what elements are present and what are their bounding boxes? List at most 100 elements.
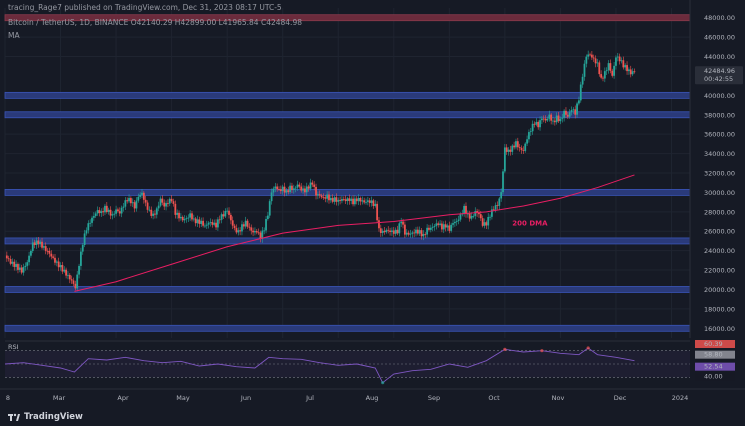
candle-body xyxy=(115,209,117,214)
candle-body xyxy=(181,216,184,221)
candle-body xyxy=(68,274,71,280)
candle-body xyxy=(413,232,416,234)
rsi-value-tag xyxy=(695,362,735,371)
candle-body xyxy=(605,70,608,72)
candle-body xyxy=(329,198,332,201)
candle-body xyxy=(528,132,530,140)
candle-body xyxy=(342,199,345,200)
candle-body xyxy=(44,246,47,251)
candle-body xyxy=(361,200,364,202)
candle-body xyxy=(137,196,140,201)
candle-body xyxy=(359,198,362,202)
candle-body xyxy=(622,60,625,68)
candle-body xyxy=(433,225,436,227)
candle-body xyxy=(200,220,203,224)
candle-body xyxy=(553,120,556,123)
candle-body xyxy=(466,213,469,215)
tradingview-logo[interactable]: TradingView xyxy=(8,412,83,422)
candle-body xyxy=(7,258,10,260)
candle-body xyxy=(355,198,358,202)
candle-body xyxy=(631,71,634,75)
candle-body xyxy=(602,77,604,79)
candle-body xyxy=(416,229,419,234)
candle-body xyxy=(415,229,417,234)
rsi-value-tag xyxy=(695,372,735,381)
candle-body xyxy=(61,265,64,272)
candle-body xyxy=(581,76,584,85)
price-axis[interactable]: 48000.00 46000.00 44000.00 40000.00 38000.00… xyxy=(689,0,745,426)
candle-body xyxy=(357,198,360,202)
candle-body xyxy=(600,74,603,78)
candle-body xyxy=(272,188,275,193)
candle-body xyxy=(561,117,564,119)
candle-body xyxy=(437,223,440,225)
candle-body xyxy=(502,171,504,193)
time-axis[interactable]: 8 Mar Apr May Jun Jul Aug Sep Oct Nov Dec 2024 xyxy=(0,388,745,402)
candle-body xyxy=(83,233,86,245)
candle-body xyxy=(176,212,179,215)
candle-body xyxy=(385,229,388,233)
candle-body xyxy=(139,194,142,197)
candle-body xyxy=(170,198,173,202)
candle-body xyxy=(603,71,606,79)
price-tick-label: 28000.00 xyxy=(704,208,735,216)
candle-body xyxy=(224,210,227,217)
time-tick-label: Mar xyxy=(53,394,66,402)
candle-body xyxy=(579,84,582,101)
candle-body xyxy=(155,208,158,215)
candle-body xyxy=(542,118,545,120)
candle-body xyxy=(491,209,493,217)
candle-body xyxy=(309,182,312,189)
candle-body xyxy=(459,214,462,220)
candle-body xyxy=(498,198,501,206)
candle-body xyxy=(192,218,195,220)
candle-body xyxy=(411,232,414,234)
candle-body xyxy=(107,209,110,213)
indicator-legend[interactable]: MA xyxy=(8,31,20,40)
candle-body xyxy=(522,150,525,151)
current-price-tag xyxy=(695,66,743,85)
candle-body xyxy=(428,227,430,230)
candle-body xyxy=(515,141,517,148)
candle-body xyxy=(120,207,123,214)
candle-body xyxy=(479,214,482,219)
candle-body xyxy=(30,250,32,256)
candle-body xyxy=(117,209,119,212)
candle-body xyxy=(92,216,95,218)
candle-body xyxy=(557,115,560,122)
candle-body xyxy=(518,147,521,148)
candle-body xyxy=(300,186,303,191)
candle-body xyxy=(126,200,129,202)
candle-body xyxy=(22,266,25,273)
candle-body xyxy=(318,194,321,196)
candle-body xyxy=(48,250,51,254)
candle-body xyxy=(254,231,256,233)
candle-body xyxy=(205,224,208,226)
candle-body xyxy=(80,251,82,266)
candle-body xyxy=(204,225,206,227)
candle-body xyxy=(442,224,445,230)
candle-body xyxy=(341,199,343,201)
candle-body xyxy=(376,203,379,221)
candle-body xyxy=(74,283,77,289)
price-tick-label: 44000.00 xyxy=(704,53,735,61)
candle-body xyxy=(352,198,354,205)
candle-body xyxy=(81,244,84,252)
candle-body xyxy=(122,206,125,208)
candle-body xyxy=(168,198,171,204)
candle-body xyxy=(231,220,234,226)
candle-body xyxy=(198,219,201,224)
candle-body xyxy=(546,118,549,121)
candle-body xyxy=(248,226,251,228)
candle-body xyxy=(94,213,97,217)
dma-200-label: 200 DMA xyxy=(512,219,548,227)
candle-body xyxy=(448,225,451,231)
publish-info: tracing_Rage7 published on TradingView.c… xyxy=(8,3,282,12)
candle-body xyxy=(478,212,480,215)
candle-body xyxy=(520,147,523,151)
candle-body xyxy=(105,205,108,213)
candle-body xyxy=(266,215,269,220)
candle-body xyxy=(128,198,130,202)
candle-body xyxy=(35,240,38,245)
